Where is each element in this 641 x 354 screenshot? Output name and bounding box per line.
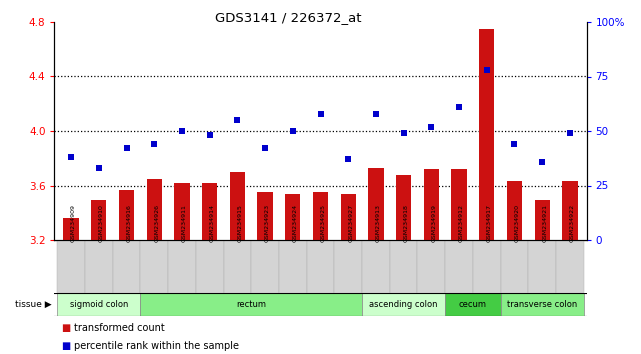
Bar <box>362 240 390 293</box>
Text: GSM234919: GSM234919 <box>431 204 437 241</box>
Bar <box>417 240 445 293</box>
Bar <box>396 175 412 240</box>
Text: GSM234917: GSM234917 <box>487 204 492 241</box>
Text: GSM234925: GSM234925 <box>320 204 326 241</box>
Point <box>149 141 160 147</box>
Text: GDS3141 / 226372_at: GDS3141 / 226372_at <box>215 11 362 24</box>
Bar <box>424 169 439 240</box>
Point <box>94 165 104 171</box>
Point <box>232 117 242 123</box>
Text: percentile rank within the sample: percentile rank within the sample <box>74 341 238 351</box>
Text: cecum: cecum <box>459 300 487 309</box>
Text: ascending colon: ascending colon <box>369 300 438 309</box>
Bar <box>91 200 106 240</box>
Point <box>288 128 298 134</box>
Bar <box>285 194 301 240</box>
Text: GSM234913: GSM234913 <box>376 204 381 241</box>
Bar <box>147 179 162 240</box>
Bar <box>174 183 190 240</box>
Bar <box>85 240 113 293</box>
Bar <box>335 240 362 293</box>
Bar <box>501 293 584 316</box>
Bar <box>451 169 467 240</box>
Text: GSM234915: GSM234915 <box>237 204 242 241</box>
Bar <box>140 293 362 316</box>
Bar <box>507 181 522 240</box>
Text: GSM234909: GSM234909 <box>71 204 76 241</box>
Bar <box>113 240 140 293</box>
Bar <box>224 240 251 293</box>
Point <box>177 128 187 134</box>
Text: GSM234916: GSM234916 <box>126 204 131 241</box>
Point <box>66 154 76 160</box>
Bar <box>528 240 556 293</box>
Point <box>399 130 409 136</box>
Point <box>510 141 520 147</box>
Point <box>343 156 353 162</box>
Text: GSM234923: GSM234923 <box>265 204 270 241</box>
Text: GSM234924: GSM234924 <box>293 204 298 241</box>
Point <box>315 111 326 116</box>
Point <box>481 67 492 73</box>
Text: ■: ■ <box>61 324 70 333</box>
Text: sigmoid colon: sigmoid colon <box>70 300 128 309</box>
Point <box>204 132 215 138</box>
Text: rectum: rectum <box>237 300 266 309</box>
Text: GSM234911: GSM234911 <box>182 204 187 241</box>
Text: GSM234912: GSM234912 <box>459 204 464 241</box>
Bar <box>362 293 445 316</box>
Point <box>537 159 547 164</box>
Text: GSM234914: GSM234914 <box>210 204 215 241</box>
Bar <box>473 240 501 293</box>
Bar <box>196 240 224 293</box>
Text: GSM234927: GSM234927 <box>348 204 353 241</box>
Bar <box>279 240 306 293</box>
Text: tissue ▶: tissue ▶ <box>15 300 51 309</box>
Text: GSM234918: GSM234918 <box>404 204 408 241</box>
Text: transverse colon: transverse colon <box>507 300 578 309</box>
Point <box>454 104 464 110</box>
Bar <box>258 192 272 240</box>
Text: GSM234921: GSM234921 <box>542 204 547 241</box>
Bar <box>229 172 245 240</box>
Point <box>260 145 271 151</box>
Bar <box>57 240 85 293</box>
Bar <box>168 240 196 293</box>
Bar <box>535 200 550 240</box>
Text: GSM234926: GSM234926 <box>154 204 159 241</box>
Bar <box>57 293 140 316</box>
Point <box>565 130 575 136</box>
Bar <box>306 240 335 293</box>
Bar <box>445 240 473 293</box>
Text: GSM234910: GSM234910 <box>99 204 104 241</box>
Bar <box>340 194 356 240</box>
Bar <box>202 183 217 240</box>
Point <box>426 124 437 130</box>
Bar <box>119 190 134 240</box>
Text: GSM234922: GSM234922 <box>570 204 575 241</box>
Point <box>121 145 131 151</box>
Bar <box>313 192 328 240</box>
Bar <box>390 240 417 293</box>
Bar <box>140 240 168 293</box>
Text: GSM234920: GSM234920 <box>515 204 519 241</box>
Point <box>370 111 381 116</box>
Bar <box>562 181 578 240</box>
Text: transformed count: transformed count <box>74 324 165 333</box>
Bar <box>445 293 501 316</box>
Bar <box>369 168 383 240</box>
Bar <box>479 29 494 240</box>
Text: ■: ■ <box>61 341 70 351</box>
Bar <box>251 240 279 293</box>
Bar <box>501 240 528 293</box>
Bar <box>556 240 584 293</box>
Bar <box>63 218 79 240</box>
